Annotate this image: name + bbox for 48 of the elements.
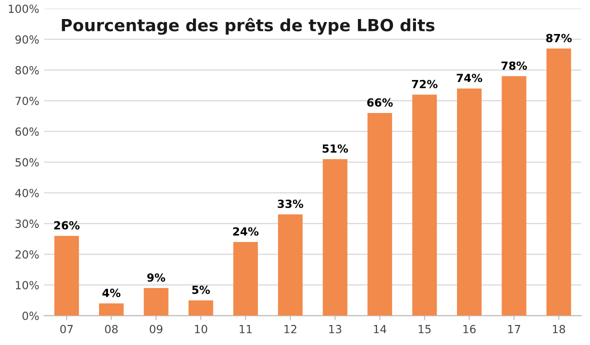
y-tick-label: 80% — [15, 66, 39, 74]
x-tick-label: 13 — [329, 324, 342, 334]
bar — [233, 242, 258, 316]
x-tick-label: 10 — [194, 324, 208, 334]
data-label: 9% — [147, 273, 166, 282]
y-tick-label: 10% — [16, 280, 39, 290]
data-label: 66% — [367, 98, 393, 107]
data-label: 24% — [233, 227, 259, 236]
bar — [546, 48, 572, 316]
data-label: 74% — [456, 74, 482, 82]
bar — [54, 236, 79, 316]
bar — [188, 300, 214, 316]
x-tick-label: 11 — [240, 325, 252, 334]
x-tick-label: 09 — [150, 324, 162, 334]
x-tick-label: 15 — [418, 325, 431, 334]
data-label: 87% — [546, 34, 572, 42]
bar — [144, 288, 168, 316]
data-label: 78% — [501, 61, 527, 70]
data-label: 26% — [54, 221, 80, 230]
x-tick-label: 07 — [60, 324, 73, 334]
x-tick-label: 12 — [284, 324, 296, 334]
y-tick-label: 60% — [15, 127, 39, 136]
text: Pourcentage des prêts de type LBO dits — [62, 18, 434, 35]
y-tick-label: 20% — [16, 250, 39, 259]
data-label: 33% — [278, 200, 304, 208]
x-tick-label: 16 — [463, 324, 476, 334]
y-tick-label: 40% — [15, 188, 39, 198]
data-label: 72% — [412, 80, 438, 88]
x-tick-label: 08 — [105, 324, 118, 334]
y-tick-label: 50% — [16, 158, 39, 167]
data-label: 51% — [322, 144, 348, 153]
y-tick-label: 100% — [8, 4, 39, 14]
bar — [412, 94, 437, 316]
y-tick-label: 0% — [22, 312, 39, 320]
bar — [456, 88, 482, 316]
bar — [368, 113, 392, 316]
bar — [322, 159, 348, 316]
y-tick-label: 90% — [15, 35, 39, 44]
bar — [502, 76, 526, 316]
x-tick-label: 18 — [552, 324, 566, 334]
x-tick-label: 14 — [374, 325, 386, 334]
x-tick-label: 17 — [508, 325, 520, 334]
bar — [278, 214, 303, 316]
y-tick-label: 70% — [16, 96, 39, 106]
y-tick-label: 30% — [16, 220, 39, 228]
bar — [99, 303, 124, 316]
data-label: 5% — [192, 286, 210, 294]
data-label: 4% — [102, 288, 120, 298]
